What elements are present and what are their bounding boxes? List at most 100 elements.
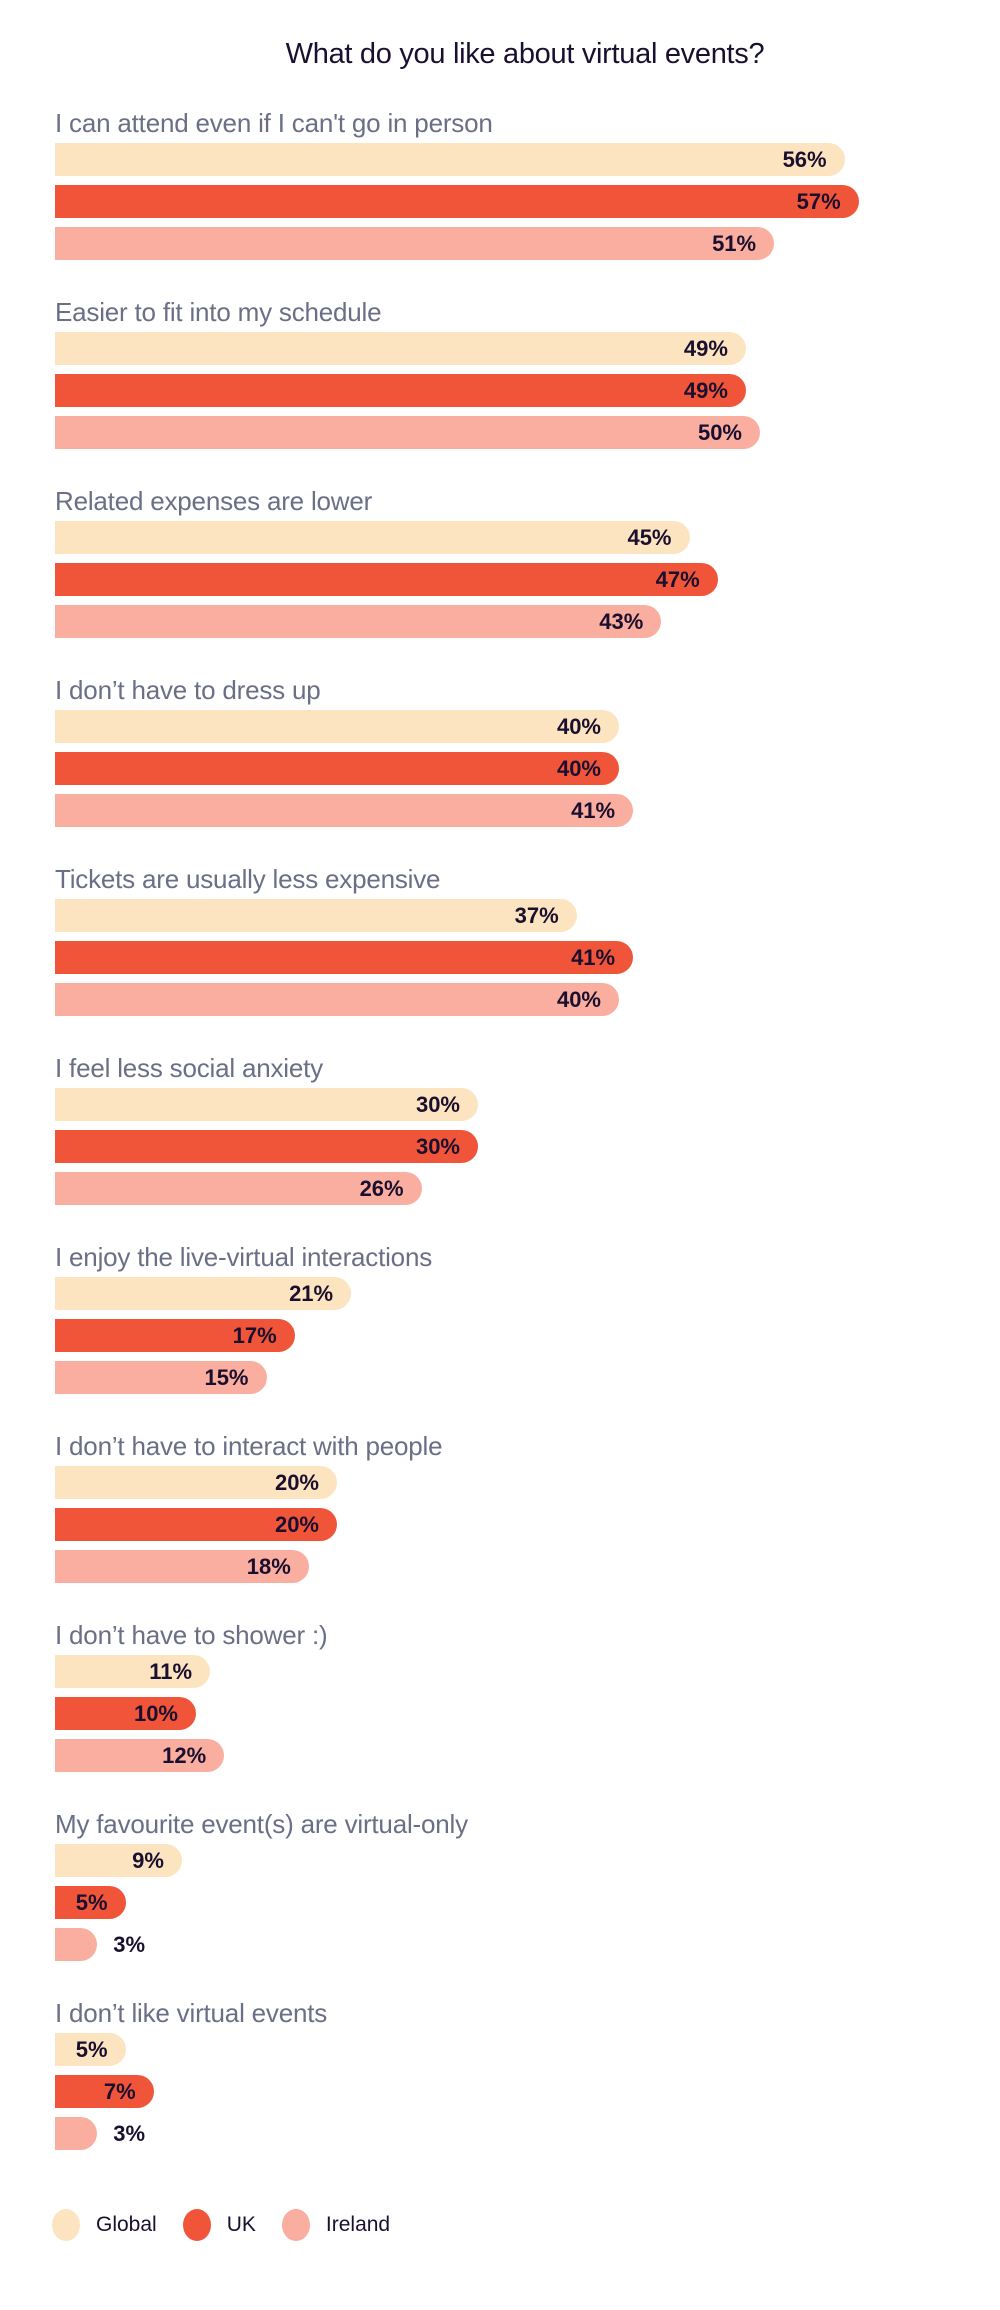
- legend: Global UK Ireland: [52, 2209, 416, 2241]
- bar-global: [55, 521, 690, 554]
- data-label: 20%: [274, 1512, 319, 1537]
- legend-item-ireland: Ireland: [281, 2209, 391, 2241]
- bar-ireland: [55, 1172, 422, 1205]
- bar-ireland: [55, 1928, 98, 1961]
- bar-uk: [55, 941, 634, 974]
- bar-ireland: [55, 983, 619, 1016]
- data-label: 3%: [113, 2121, 146, 2146]
- bar-group: Related expenses are lower 45% 47% 43%: [0, 486, 1000, 675]
- category-label: My favourite event(s) are virtual-only: [55, 1809, 468, 1839]
- data-label: 11%: [149, 1659, 193, 1684]
- data-label: 41%: [571, 945, 616, 970]
- legend-swatch-global: [52, 2209, 80, 2241]
- data-label: 20%: [274, 1470, 319, 1495]
- data-label: 21%: [289, 1281, 334, 1306]
- bar-uk: [55, 1508, 337, 1541]
- category-label: I don’t have to interact with people: [55, 1431, 443, 1461]
- category-label: I don’t like virtual events: [55, 1998, 328, 2028]
- data-label: 5%: [75, 1890, 108, 1915]
- data-label: 15%: [204, 1365, 249, 1390]
- legend-swatch-uk: [182, 2209, 211, 2241]
- bar-ireland: [55, 794, 634, 827]
- data-label: 49%: [683, 336, 728, 361]
- bar-global: [55, 710, 619, 743]
- bar-ireland: [55, 1550, 309, 1583]
- data-label: 57%: [796, 189, 841, 214]
- bar-global: [55, 1655, 211, 1688]
- bar-ireland: [55, 605, 662, 638]
- category-label: I can attend even if I can't go in perso…: [55, 108, 493, 138]
- data-label: 49%: [683, 378, 728, 403]
- legend-swatch-ireland: [281, 2209, 310, 2241]
- category-label: Tickets are usually less expensive: [55, 864, 441, 894]
- bar-group: I don’t like virtual events 5% 7% 3%: [0, 1998, 1000, 2187]
- legend-label: UK: [226, 2213, 256, 2236]
- bar-uk: [55, 2075, 154, 2108]
- data-label: 40%: [556, 756, 601, 781]
- bar-ireland: [55, 227, 775, 260]
- data-label: 12%: [162, 1743, 207, 1768]
- legend-item-global: Global: [52, 2209, 157, 2241]
- data-label: 18%: [246, 1554, 291, 1579]
- bar-ireland: [55, 1361, 267, 1394]
- data-label: 30%: [415, 1134, 460, 1159]
- bar-group: I don’t have to dress up 40% 40% 41%: [0, 675, 1000, 864]
- category-label: Related expenses are lower: [55, 486, 373, 516]
- legend-label: Global: [96, 2213, 157, 2236]
- bar-uk: [55, 563, 718, 596]
- bar-group: Tickets are usually less expensive 37% 41%…: [0, 864, 1000, 1053]
- bar-uk: [55, 1697, 196, 1730]
- bar-group: I don’t have to shower :) 11% 10% 12%: [0, 1620, 1000, 1809]
- legend-label: Ireland: [325, 2213, 391, 2236]
- bar-group: I can attend even if I can't go in perso…: [0, 108, 1000, 297]
- bar-ireland: [55, 416, 760, 449]
- category-label: I don’t have to shower :): [55, 1620, 328, 1650]
- bar-global: [55, 899, 577, 932]
- bar-uk: [55, 1319, 295, 1352]
- bar-groups: I can attend even if I can't go in perso…: [0, 108, 1000, 2187]
- data-label: 56%: [782, 147, 827, 172]
- bar-uk: [55, 185, 859, 218]
- data-label: 40%: [556, 714, 601, 739]
- category-label: I enjoy the live-virtual interactions: [55, 1242, 433, 1272]
- data-label: 9%: [132, 1848, 164, 1873]
- data-label: 51%: [712, 231, 757, 256]
- category-label: I don’t have to dress up: [55, 675, 321, 705]
- data-label: 17%: [232, 1323, 277, 1348]
- data-label: 5%: [75, 2037, 108, 2062]
- bar-global: [55, 1088, 478, 1121]
- bar-global: [55, 1277, 352, 1310]
- bar-ireland: [55, 1739, 225, 1772]
- category-label: I feel less social anxiety: [55, 1053, 323, 1083]
- data-label: 37%: [514, 903, 559, 928]
- bar-group: Easier to fit into my schedule 49% 49% 50%: [0, 297, 1000, 486]
- bar-uk: [55, 1130, 478, 1163]
- data-label: 10%: [133, 1701, 178, 1726]
- bar-ireland: [55, 2117, 98, 2150]
- bar-group: My favourite event(s) are virtual-only 9%…: [0, 1809, 1000, 1998]
- chart-title: What do you like about virtual events?: [285, 38, 765, 70]
- bar-group: I don’t have to interact with people 20% 2…: [0, 1431, 1000, 1620]
- bar-global: [55, 332, 746, 365]
- bar-uk: [55, 1886, 126, 1919]
- data-label: 43%: [599, 609, 644, 634]
- data-label: 30%: [415, 1092, 460, 1117]
- data-label: 45%: [627, 525, 672, 550]
- bar-global: [55, 143, 845, 176]
- bar-global: [55, 1466, 337, 1499]
- data-label: 47%: [655, 567, 700, 592]
- data-label: 7%: [103, 2079, 136, 2104]
- bar-group: I feel less social anxiety 30% 30% 26%: [0, 1053, 1000, 1242]
- bar-global: [55, 2033, 126, 2066]
- bar-uk: [55, 374, 746, 407]
- data-label: 26%: [359, 1176, 404, 1201]
- data-label: 50%: [697, 420, 742, 445]
- category-label: Easier to fit into my schedule: [55, 297, 382, 327]
- data-label: 3%: [113, 1932, 146, 1957]
- data-label: 41%: [571, 798, 616, 823]
- bar-group: I enjoy the live-virtual interactions 21%…: [0, 1242, 1000, 1431]
- bar-uk: [55, 752, 619, 785]
- bar-global: [55, 1844, 182, 1877]
- legend-item-uk: UK: [182, 2209, 256, 2241]
- data-label: 40%: [556, 987, 601, 1012]
